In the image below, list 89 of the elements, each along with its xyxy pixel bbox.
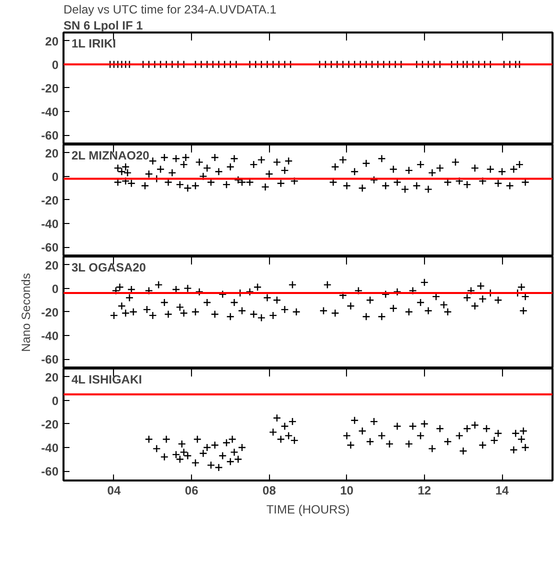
y-tick-label: -20	[41, 417, 59, 432]
annotation: 4L ISHIGAKI	[72, 372, 142, 386]
y-tick-label: 0	[52, 58, 59, 72]
point	[206, 461, 216, 470]
point	[482, 424, 491, 433]
point	[470, 420, 479, 430]
point	[210, 441, 219, 450]
y-tick-label: 20	[45, 146, 59, 160]
point	[408, 422, 417, 430]
point	[459, 446, 468, 456]
y-tick-label: -60	[41, 352, 59, 367]
point	[378, 432, 386, 440]
chart-title: Delay vs UTC time for 234-A.UVDATA.1	[64, 2, 277, 16]
point	[512, 429, 520, 438]
point	[444, 437, 452, 446]
point	[178, 440, 186, 448]
point	[226, 458, 234, 466]
point	[284, 432, 293, 440]
y-tick-label: 0	[52, 282, 59, 296]
annotation: 2L MIZNAO20	[72, 148, 150, 162]
point	[366, 437, 374, 446]
point	[268, 428, 278, 436]
y-tick-label: -20	[41, 193, 59, 208]
point	[436, 424, 444, 433]
x-tick-label: 12	[418, 484, 432, 498]
point	[172, 450, 180, 459]
y-tick-label: -20	[41, 81, 59, 96]
point	[420, 420, 429, 428]
y-tick-label: 0	[52, 170, 59, 184]
x-axis-title: TIME (HOURS)	[266, 502, 350, 516]
y-tick-label: -60	[41, 464, 59, 479]
y-tick-label: -40	[41, 216, 59, 231]
point	[370, 417, 378, 426]
x-tick-label: 14	[495, 484, 510, 498]
y-tick-label: -40	[41, 328, 59, 343]
y-tick-label: -60	[41, 240, 59, 255]
point	[455, 432, 464, 440]
y-tick-label: 20	[45, 370, 59, 384]
point	[180, 448, 188, 456]
point	[463, 424, 472, 433]
annotation: 3L OGASA20	[72, 260, 146, 274]
y-tick-label: 20	[45, 34, 59, 48]
x-tick-label: 04	[107, 484, 121, 498]
y-tick-label: 0	[52, 394, 59, 408]
point	[510, 446, 518, 454]
point	[358, 426, 366, 436]
y-tick-label: -20	[41, 305, 59, 320]
point	[214, 463, 223, 472]
point	[272, 414, 282, 422]
point	[393, 422, 402, 430]
point	[234, 455, 242, 464]
point	[428, 444, 436, 453]
point	[490, 436, 498, 445]
x-tick-label: 06	[184, 484, 199, 498]
y-axis-title: Nano Seconds	[19, 273, 34, 352]
y-tick-label: 20	[45, 258, 59, 272]
y-tick-label: -40	[41, 104, 59, 119]
point	[350, 416, 359, 424]
point	[494, 429, 502, 438]
point	[521, 443, 530, 452]
chart-subtitle: SN 6 Lpol IF 1	[64, 18, 144, 32]
point	[478, 441, 487, 450]
point	[276, 435, 285, 444]
point	[218, 452, 227, 460]
point	[288, 417, 297, 426]
point	[191, 458, 200, 467]
point	[176, 455, 184, 464]
y-tick-label: -40	[41, 440, 59, 455]
point	[404, 440, 414, 448]
point	[160, 452, 169, 462]
point	[342, 432, 351, 440]
y-tick-label: -60	[41, 128, 59, 143]
point	[238, 443, 246, 452]
point	[280, 422, 289, 430]
point	[290, 436, 299, 445]
annotation: 1L IRIKI	[72, 36, 116, 50]
point	[416, 432, 425, 440]
point	[385, 440, 394, 448]
point	[517, 435, 526, 444]
point	[193, 435, 202, 444]
point	[144, 435, 153, 444]
point	[152, 444, 161, 453]
point	[346, 441, 355, 450]
point	[519, 426, 528, 436]
point	[162, 435, 170, 444]
x-tick-label: 10	[340, 484, 354, 498]
point	[230, 448, 238, 456]
x-tick-label: 08	[262, 484, 276, 498]
point	[184, 452, 192, 460]
